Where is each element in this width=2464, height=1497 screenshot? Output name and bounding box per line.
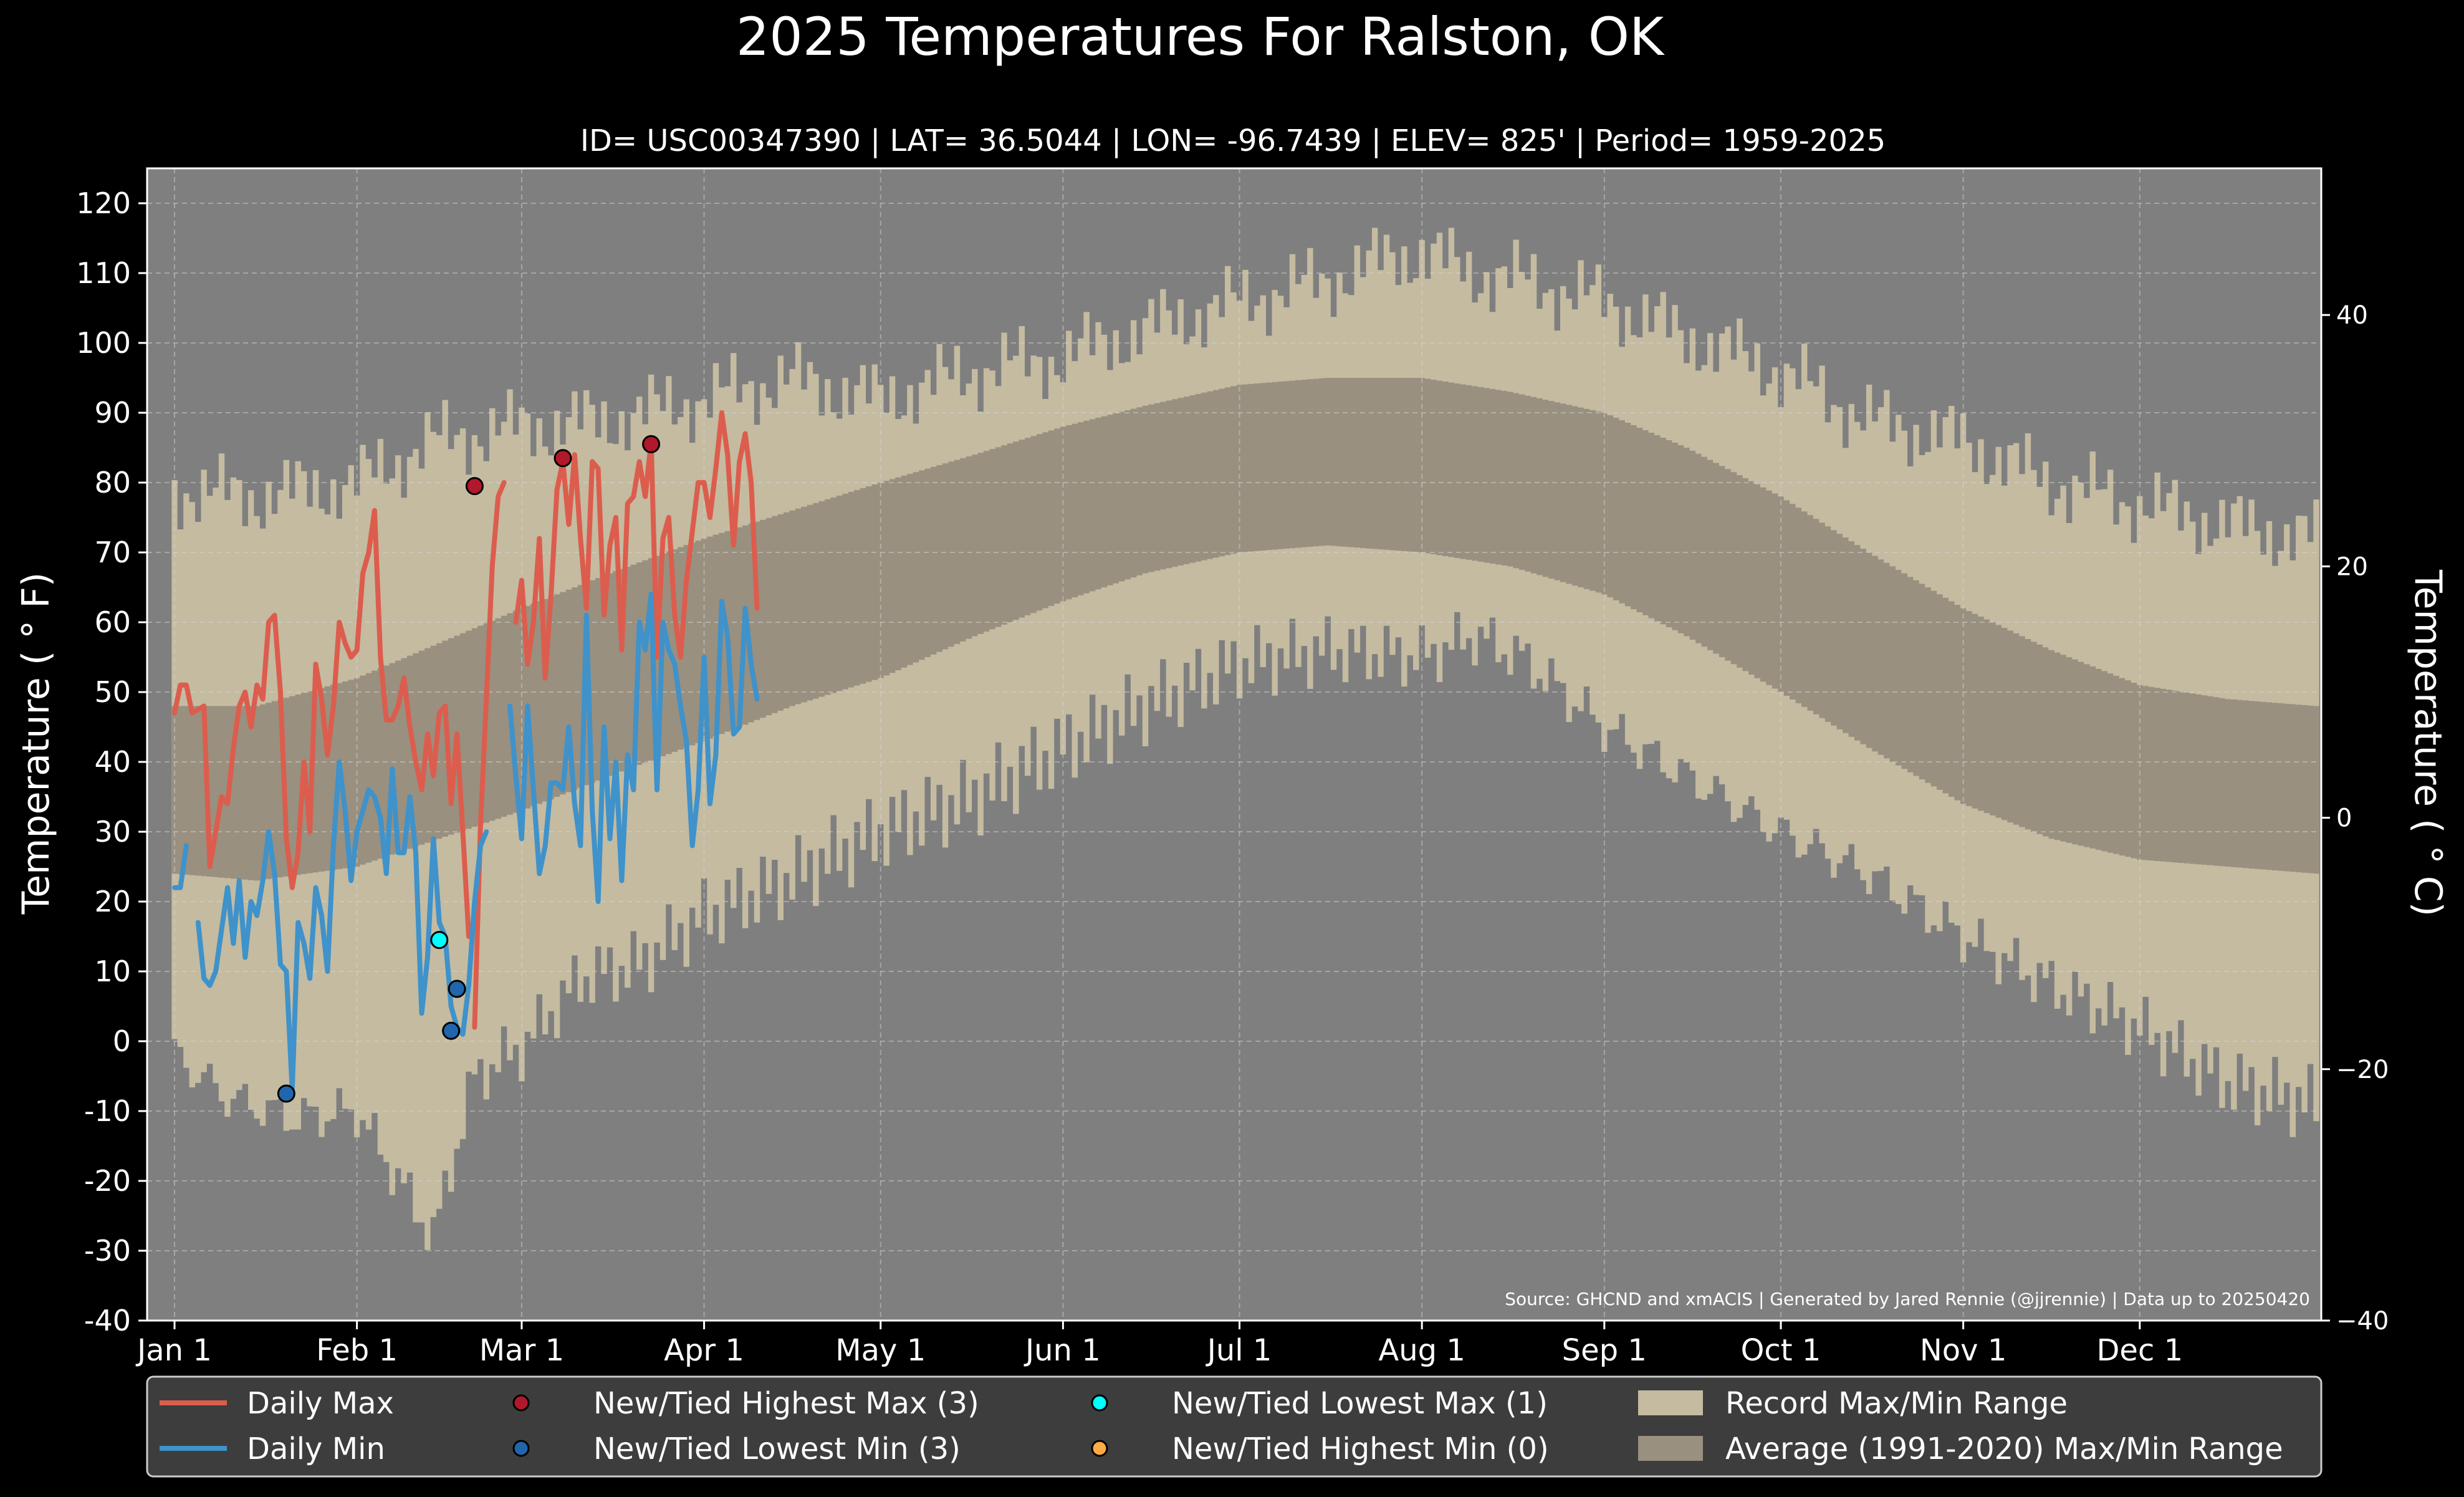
y-tick-label-left: 0 <box>113 1024 131 1058</box>
y-tick-label-right: 40 <box>2336 301 2368 330</box>
legend-swatch-dot <box>1091 1440 1108 1457</box>
series-line-daily-max <box>513 410 760 681</box>
chart-title: 2025 Temperatures For Ralston, OK <box>736 6 1665 67</box>
y-tick-label-left: -20 <box>84 1164 131 1198</box>
y-tick-label-left: 60 <box>94 605 131 639</box>
y-tick-label-left: 110 <box>76 256 131 290</box>
marker-highest-max <box>554 449 572 468</box>
x-tick-label: Mar 1 <box>479 1333 564 1368</box>
legend-item-new-tied-lowest-max-1: New/Tied Lowest Max (1) <box>1091 1386 1548 1421</box>
legend: Daily Max Daily Min New/Tied Highest Max (… <box>146 1375 2323 1478</box>
legend-item-daily-min: Daily Min <box>160 1432 385 1466</box>
plot-frame <box>146 167 2323 1322</box>
y-tick-label-right: 20 <box>2336 552 2368 581</box>
grid-lines <box>147 168 2321 1321</box>
y-axis-right: −40 −20 0 20 40 <box>2321 301 2389 1336</box>
y-tick-label-left: -40 <box>84 1304 131 1337</box>
source-note: Source: GHCND and xmACIS | Generated by … <box>1505 1289 2310 1309</box>
legend-label: New/Tied Lowest Max (1) <box>1172 1386 1548 1421</box>
y-tick-label-left: -10 <box>84 1094 131 1128</box>
legend-label: Daily Min <box>247 1432 385 1466</box>
y-tick-label-left: 90 <box>94 396 131 430</box>
legend-swatch-dot <box>512 1394 530 1412</box>
x-tick-label: Nov 1 <box>1920 1333 2006 1368</box>
y-tick-label-left: 120 <box>76 186 131 220</box>
y-tick-label-right: −40 <box>2336 1307 2389 1336</box>
marker-lowest-min <box>277 1084 295 1103</box>
marker-highest-max <box>465 477 484 496</box>
x-tick-label: Oct 1 <box>1741 1333 1821 1368</box>
legend-box <box>146 1375 2323 1478</box>
average-range-band <box>171 378 2319 881</box>
x-tick-label: Aug 1 <box>1378 1333 1465 1368</box>
y-tick-label-left: 10 <box>94 955 131 988</box>
legend-label: New/Tied Highest Min (0) <box>1172 1432 1549 1466</box>
legend-item-average-1991-2020-max-min-range: Average (1991-2020) Max/Min Range <box>1638 1432 2283 1466</box>
x-axis: Jan 1 Feb 1 Mar 1 Apr 1 May 1 Jun 1 Jul 1 Aug 1… <box>135 1321 2183 1368</box>
legend-item-daily-max: Daily Max <box>160 1386 394 1421</box>
y-tick-label-left: 70 <box>94 536 131 569</box>
legend-label: New/Tied Lowest Min (3) <box>593 1432 961 1466</box>
legend-label: Record Max/Min Range <box>1725 1386 2068 1421</box>
series-line-daily-min <box>172 843 189 890</box>
y-tick-label-left: 80 <box>94 466 131 499</box>
legend-swatch-patch <box>1638 1436 1703 1461</box>
legend-swatch-dot <box>512 1440 530 1457</box>
y-tick-label-left: -30 <box>84 1234 131 1268</box>
series-line-daily-min <box>507 592 760 904</box>
legend-swatch-patch <box>1638 1390 1703 1415</box>
record-range-area <box>171 228 2319 1250</box>
series-layer <box>172 410 760 1093</box>
series-line-daily-max <box>172 508 471 939</box>
marker-highest-max <box>642 435 661 453</box>
y-axis-label-right: Temperature ( ° C) <box>2406 569 2450 917</box>
y-tick-label-right: −20 <box>2336 1056 2389 1084</box>
series-line-daily-min <box>195 759 489 1093</box>
legend-item-new-tied-highest-max-3: New/Tied Highest Max (3) <box>512 1386 979 1421</box>
y-axis-label-left: Temperature ( ° F) <box>14 572 58 915</box>
x-tick-label: Dec 1 <box>2096 1333 2183 1368</box>
y-tick-label-left: 50 <box>94 675 131 709</box>
x-tick-label: Sep 1 <box>1562 1333 1647 1368</box>
x-tick-label: Feb 1 <box>316 1333 398 1368</box>
legend-item-new-tied-lowest-min-3: New/Tied Lowest Min (3) <box>512 1432 961 1466</box>
y-tick-label-left: 40 <box>94 745 131 779</box>
x-tick-label: Jul 1 <box>1206 1333 1272 1368</box>
legend-items: Daily Max Daily Min New/Tied Highest Max (… <box>160 1386 2283 1466</box>
y-tick-label-left: 100 <box>76 326 131 360</box>
legend-label: Average (1991-2020) Max/Min Range <box>1725 1432 2283 1466</box>
y-tick-label-left: 20 <box>94 885 131 918</box>
legend-item-record-max-min-range: Record Max/Min Range <box>1638 1386 2068 1421</box>
y-tick-label-right: 0 <box>2336 804 2352 833</box>
legend-item-new-tied-highest-min-0: New/Tied Highest Min (0) <box>1091 1432 1549 1466</box>
legend-label: Daily Max <box>247 1386 394 1421</box>
legend-label: New/Tied Highest Max (3) <box>593 1386 979 1421</box>
marker-lowest-min <box>442 1021 461 1040</box>
y-axis-left: -40 -30 -20 -10 0 10 20 30 40 50 60 70 80 90 100 110 120 <box>76 186 147 1337</box>
record-markers <box>277 435 661 1103</box>
chart-subtitle: ID= USC00347390 | LAT= 36.5044 | LON= -9… <box>580 123 1886 158</box>
legend-swatch-dot <box>1091 1394 1108 1412</box>
x-tick-label: Jun 1 <box>1023 1333 1101 1368</box>
x-tick-label: May 1 <box>835 1333 926 1368</box>
x-tick-label: Apr 1 <box>664 1333 744 1368</box>
x-tick-label: Jan 1 <box>135 1333 212 1368</box>
y-tick-label-left: 30 <box>94 815 131 849</box>
record-range-band <box>171 228 2319 1250</box>
marker-lowest-max <box>430 931 449 950</box>
marker-lowest-min <box>448 980 466 998</box>
average-range-area <box>171 378 2319 881</box>
